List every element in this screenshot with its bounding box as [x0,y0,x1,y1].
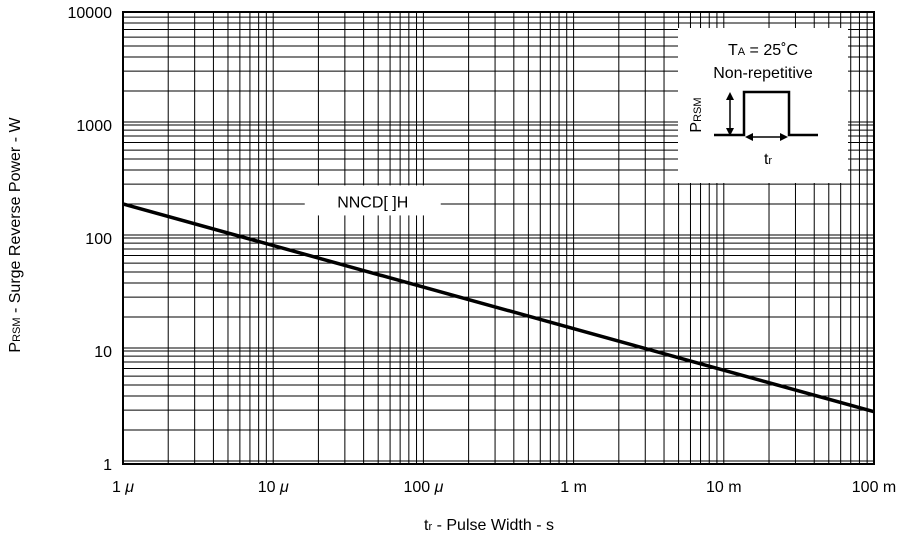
series-layer: NNCD[ ]H [122,185,875,414]
inset-temperature: TA = 25˚C [728,42,798,59]
pulse-height-arrowhead-up [726,92,734,100]
x-tick-label: 10 m [706,479,742,496]
conditions-inset: TA = 25˚C Non-repetitive PRSM tr [678,28,848,183]
y-tick-label: 10 [94,344,112,361]
x-tick-label: 100 m [852,479,896,496]
y-tick-label: 1 [103,457,112,474]
plot-frame [122,11,875,465]
pulse-height-arrowhead-down [726,128,734,136]
y-tick-label: 10000 [68,5,113,22]
y-axis-label: PRSM - Surge Reverse Power - W [7,117,24,353]
x-tick-label: 100 μ [403,479,443,496]
series-label-background [304,185,441,216]
inset-pulse-xlabel: tr [764,151,772,168]
x-axis-label: tr - Pulse Width - s [424,517,554,534]
y-tick-labels: 1 10 100 1000 10000 [68,5,113,474]
inset-background [678,28,848,183]
inset-pulse-ylabel: PRSM [688,97,705,132]
x-tick-label: 1 m [560,479,587,496]
series-line [122,202,875,414]
x-tick-label: 1 μ [112,479,134,496]
x-tick-label: 10 μ [258,479,289,496]
pulse-width-arrowhead-left [745,133,753,141]
pulse-waveform [714,90,818,137]
y-tick-label: 100 [85,231,112,248]
y-tick-label: 1000 [76,118,112,135]
pulse-width-arrowhead-right [780,133,788,141]
inset-non-repetitive: Non-repetitive [713,65,813,82]
x-tick-labels: 1 μ 10 μ 100 μ 1 m 10 m 100 m [112,479,896,496]
series-label: NNCD[ ]H [337,194,408,211]
